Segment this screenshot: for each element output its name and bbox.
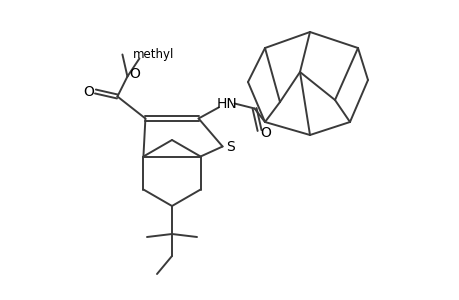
- Text: O: O: [129, 67, 140, 80]
- Text: O: O: [260, 125, 270, 140]
- Text: HN: HN: [216, 97, 236, 110]
- Text: S: S: [226, 140, 235, 154]
- Text: O: O: [83, 85, 94, 98]
- Text: methyl: methyl: [133, 48, 174, 61]
